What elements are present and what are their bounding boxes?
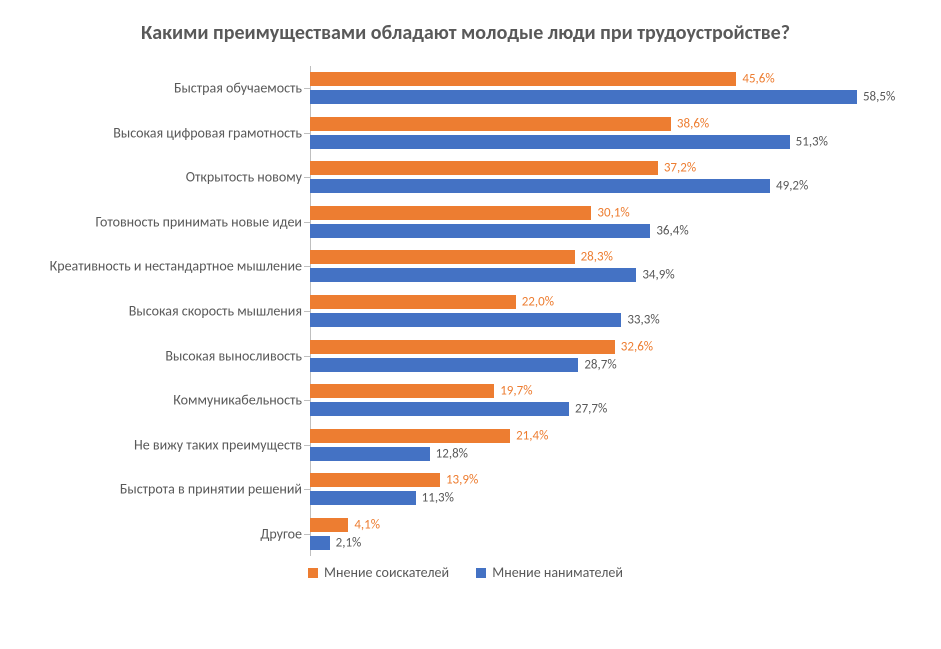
category-row: Высокая выносливость32,6%28,7% <box>310 333 871 378</box>
bar-series1: 37,2% <box>310 161 658 175</box>
bar-value-label: 34,9% <box>636 268 674 283</box>
category-row: Коммуникабельность19,7%27,7% <box>310 378 871 423</box>
bar-value-label: 45,6% <box>736 72 774 87</box>
bar-series1: 32,6% <box>310 340 615 354</box>
bar-value-label: 38,6% <box>671 116 709 131</box>
bar-value-label: 51,3% <box>790 134 828 149</box>
legend-swatch-series1 <box>308 568 318 578</box>
plot-area: Быстрая обучаемость45,6%58,5%Высокая циф… <box>310 66 871 556</box>
bar-value-label: 22,0% <box>516 294 554 309</box>
bar-series2: 58,5% <box>310 90 857 104</box>
category-row: Готовность принимать новые идеи30,1%36,4… <box>310 200 871 245</box>
chart-title: Какими преимуществами обладают молодые л… <box>50 20 881 46</box>
bar-series2: 34,9% <box>310 268 636 282</box>
bar-value-label: 27,7% <box>569 402 607 417</box>
category-row: Высокая цифровая грамотность38,6%51,3% <box>310 111 871 156</box>
category-row: Открытость новому37,2%49,2% <box>310 155 871 200</box>
bar-value-label: 36,4% <box>650 223 688 238</box>
category-label: Коммуникабельность <box>20 392 310 409</box>
bar-series1: 19,7% <box>310 384 494 398</box>
bar-value-label: 49,2% <box>770 179 808 194</box>
bar-value-label: 28,7% <box>578 357 616 372</box>
bar-series2: 36,4% <box>310 224 650 238</box>
bar-series1: 22,0% <box>310 295 516 309</box>
bar-value-label: 11,3% <box>416 491 454 506</box>
bar-value-label: 13,9% <box>440 473 478 488</box>
category-row: Креативность и нестандартное мышление28,… <box>310 244 871 289</box>
bar-series1: 38,6% <box>310 117 671 131</box>
bar-series2: 51,3% <box>310 135 790 149</box>
bar-value-label: 2,1% <box>330 535 362 550</box>
chart-container: Какими преимуществами обладают молодые л… <box>0 0 941 649</box>
category-row: Быстрая обучаемость45,6%58,5% <box>310 66 871 111</box>
category-label: Готовность принимать новые идеи <box>20 213 310 230</box>
legend-swatch-series2 <box>476 568 486 578</box>
bar-series1: 45,6% <box>310 72 736 86</box>
bar-series1: 28,3% <box>310 250 575 264</box>
legend: Мнение соискателей Мнение нанимателей <box>10 564 921 582</box>
category-label: Быстрая обучаемость <box>20 80 310 97</box>
bar-series1: 13,9% <box>310 473 440 487</box>
category-row: Не вижу таких преимуществ21,4%12,8% <box>310 422 871 467</box>
legend-label-series1: Мнение соискателей <box>324 564 449 581</box>
category-label: Другое <box>20 525 310 542</box>
bar-value-label: 21,4% <box>510 428 548 443</box>
bar-series1: 4,1% <box>310 518 348 532</box>
legend-item-series1: Мнение соискателей <box>308 564 449 581</box>
bar-series1: 21,4% <box>310 429 510 443</box>
category-label: Быстрота в принятии решений <box>20 481 310 498</box>
category-label: Высокая скорость мышления <box>20 302 310 319</box>
bar-value-label: 58,5% <box>857 90 895 105</box>
bar-value-label: 30,1% <box>591 205 629 220</box>
bar-series2: 12,8% <box>310 447 430 461</box>
legend-label-series2: Мнение нанимателей <box>492 564 623 581</box>
bar-series2: 49,2% <box>310 179 770 193</box>
bar-value-label: 37,2% <box>658 161 696 176</box>
bar-series2: 27,7% <box>310 402 569 416</box>
category-label: Креативность и нестандартное мышление <box>20 258 310 275</box>
category-row: Высокая скорость мышления22,0%33,3% <box>310 289 871 334</box>
category-row: Быстрота в принятии решений13,9%11,3% <box>310 467 871 512</box>
bar-value-label: 12,8% <box>430 446 468 461</box>
category-label: Высокая цифровая грамотность <box>20 124 310 141</box>
category-label: Высокая выносливость <box>20 347 310 364</box>
category-row: Другое4,1%2,1% <box>310 511 871 556</box>
bar-value-label: 19,7% <box>494 384 532 399</box>
bar-value-label: 28,3% <box>575 250 613 265</box>
bar-series2: 33,3% <box>310 313 621 327</box>
bar-series2: 2,1% <box>310 536 330 550</box>
bar-series2: 11,3% <box>310 491 416 505</box>
bar-value-label: 4,1% <box>348 517 380 532</box>
bar-value-label: 33,3% <box>621 312 659 327</box>
bar-series1: 30,1% <box>310 206 591 220</box>
bar-series2: 28,7% <box>310 358 578 372</box>
legend-item-series2: Мнение нанимателей <box>476 564 623 581</box>
category-label: Открытость новому <box>20 169 310 186</box>
category-label: Не вижу таких преимуществ <box>20 436 310 453</box>
bar-value-label: 32,6% <box>615 339 653 354</box>
